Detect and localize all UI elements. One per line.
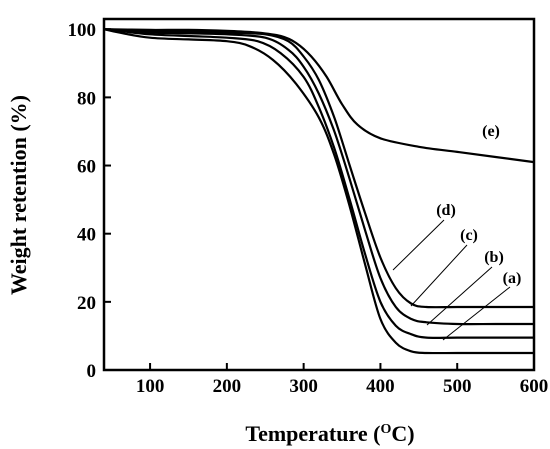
series-line-b [103, 28, 534, 339]
series-labels: (a) (b) (c)(d) (e) [436, 123, 521, 287]
leader-line-d [392, 219, 445, 271]
y-axis-ticks: 0 20 40 60 80 100 [68, 20, 111, 382]
x-axis-ticks: 100 200 300 400 500 600 [136, 363, 548, 397]
plot-curves [103, 28, 535, 355]
leader-line-c [410, 244, 468, 307]
series-line-c [103, 28, 534, 326]
leader-line-a [442, 286, 511, 341]
plot-frame [102, 17, 536, 372]
series-label-e: (e) [482, 123, 500, 140]
y-tick-label: 60 [77, 157, 96, 178]
series-leader-lines [392, 219, 511, 341]
series-label-d: (d) [436, 202, 456, 219]
x-axis-title-superscript: O [380, 422, 391, 437]
series-label-b: (b) [484, 249, 504, 266]
x-tick-label: 600 [520, 376, 549, 397]
series-label-a: (a) [503, 270, 522, 287]
y-tick-label: 100 [68, 20, 97, 41]
x-tick-label: 500 [443, 376, 472, 397]
y-tick-label: 20 [77, 293, 96, 314]
y-axis-title: Weight retention (%) [6, 95, 31, 295]
x-axis-title: Temperature (OC) [245, 421, 414, 446]
x-tick-label: 200 [213, 376, 242, 397]
series-label-c: (c) [460, 227, 478, 244]
leader-line-b [426, 266, 493, 326]
y-tick-label: 0 [87, 361, 97, 382]
series-line-a [103, 28, 534, 355]
y-tick-label: 80 [77, 88, 96, 109]
series-line-e [103, 28, 535, 164]
x-tick-label: 400 [366, 376, 395, 397]
x-tick-label: 100 [136, 376, 165, 397]
series-line-d [103, 28, 534, 309]
y-tick-label: 40 [77, 225, 96, 246]
x-tick-label: 300 [289, 376, 318, 397]
